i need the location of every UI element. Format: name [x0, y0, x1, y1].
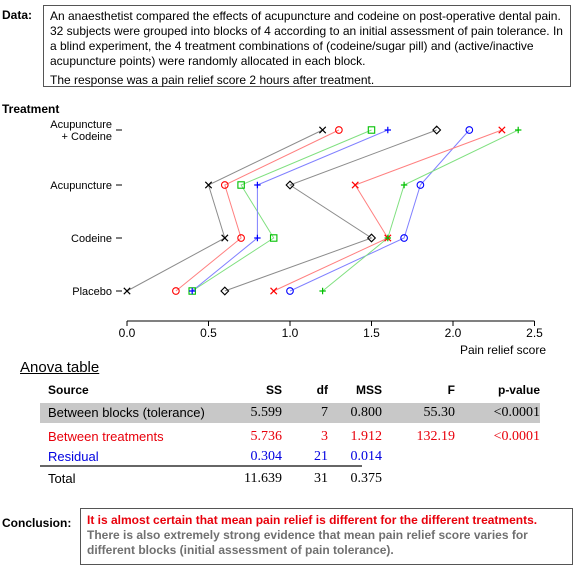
- data-point-circle: [286, 287, 294, 295]
- table-row-between-blocks: Between blocks (tolerance) 5.599 7 0.800…: [40, 403, 540, 423]
- data-description-box: An anaesthetist compared the effects of …: [43, 5, 571, 87]
- data-point-circle: [416, 181, 425, 189]
- conclusion-main: It is almost certain that mean pain reli…: [87, 513, 538, 527]
- table-row-between-treatments: Between treatments 5.736 3 1.912 132.19 …: [40, 427, 540, 447]
- data-point-plus: [400, 181, 408, 189]
- header-mss: MSS: [355, 383, 382, 397]
- row-df: 3: [321, 429, 328, 444]
- data-point-diamond: [366, 233, 377, 243]
- row-f: 55.30: [423, 405, 456, 420]
- row-df: 31: [314, 471, 328, 486]
- y-axis-label: Treatment: [2, 102, 59, 116]
- data-point-x: [351, 181, 359, 189]
- x-tick-label: 0.5: [200, 326, 217, 340]
- category-label: Acupuncture + Codeine: [50, 119, 112, 143]
- x-tick-label: 1.5: [363, 326, 380, 340]
- data-point-circle: [172, 287, 180, 295]
- data-point-plus: [384, 234, 391, 242]
- data-point-x: [498, 126, 506, 134]
- conclusion-label: Conclusion:: [2, 516, 72, 530]
- series-line: [191, 129, 372, 292]
- data-point-x: [221, 234, 229, 242]
- header-f: F: [447, 383, 455, 397]
- category-label: Placebo: [72, 286, 112, 298]
- header-source: Source: [48, 383, 89, 397]
- data-point-x: [123, 287, 131, 295]
- row-p-value: <0.0001: [493, 429, 540, 444]
- data-point-plus: [515, 126, 522, 134]
- category-label: Codeine: [71, 233, 112, 245]
- series-line: [289, 129, 470, 292]
- row-df: 7: [321, 405, 328, 420]
- row-f: 132.19: [416, 429, 456, 444]
- data-point-circle: [335, 126, 343, 134]
- series-line: [322, 129, 519, 292]
- row-ss: 11.639: [244, 471, 282, 486]
- data-point-diamond: [220, 286, 230, 296]
- data-point-x: [204, 181, 213, 189]
- row-ss: 5.736: [250, 429, 283, 444]
- series-line: [175, 129, 340, 292]
- row-mss: 0.800: [350, 405, 383, 420]
- row-mss: 0.014: [350, 449, 383, 464]
- x-tick-label: 2.5: [526, 326, 543, 340]
- header-ss: SS: [265, 383, 282, 397]
- data-point-circle: [465, 126, 474, 134]
- data-point-square: [269, 234, 278, 242]
- data-point-diamond: [285, 180, 295, 190]
- series-line: [273, 129, 503, 292]
- row-source: Between treatments: [48, 429, 164, 444]
- data-point-plus: [254, 234, 261, 242]
- row-mss: 1.912: [350, 429, 383, 444]
- data-response-text: The response was a pain relief score 2 h…: [50, 73, 375, 87]
- category-label: Acupuncture: [50, 180, 112, 192]
- table-row-total: Total 11.639 31 0.375: [40, 469, 540, 489]
- row-mss: 0.375: [350, 471, 383, 486]
- data-point-x: [318, 126, 327, 134]
- anova-title: Anova table: [20, 359, 100, 376]
- data-point-circle: [400, 234, 408, 242]
- x-tick-label: 0.0: [119, 326, 136, 340]
- row-source: Total: [48, 471, 76, 486]
- series-line: [191, 129, 388, 292]
- series-line: [224, 129, 437, 292]
- data-point-circle: [237, 234, 245, 242]
- row-df: 21: [314, 449, 328, 464]
- row-source: Residual: [48, 449, 99, 464]
- data-point-x: [270, 287, 278, 295]
- conclusion-box: It is almost certain that mean pain reli…: [80, 508, 573, 565]
- header-df: df: [316, 383, 328, 397]
- x-tick-label: 2.0: [445, 326, 462, 340]
- data-point-circle: [220, 181, 229, 189]
- data-point-diamond: [432, 125, 442, 135]
- data-point-plus: [189, 287, 196, 295]
- pain-relief-dot-plot: Treatment Acupuncture + Codeine Acupunctur…: [2, 102, 546, 357]
- data-label: Data:: [2, 8, 33, 22]
- row-ss: 5.599: [250, 405, 283, 420]
- anova-header-row: Source SS df MSS F p-value: [40, 381, 540, 401]
- data-point-plus: [384, 126, 391, 134]
- table-row-residual: Residual 0.304 21 0.014: [40, 447, 540, 467]
- data-point-plus: [254, 181, 261, 189]
- x-tick-label: 1.0: [282, 326, 299, 340]
- row-ss: 0.304: [250, 449, 283, 464]
- row-p-value: <0.0001: [493, 405, 540, 420]
- series-line: [126, 129, 323, 292]
- data-description-text: An anaesthetist compared the effects of …: [50, 9, 563, 68]
- data-point-square: [367, 126, 376, 134]
- x-axis-label: Pain relief score: [460, 343, 546, 357]
- data-point-square: [237, 181, 245, 189]
- data-point-plus: [319, 287, 326, 295]
- header-p-value: p-value: [497, 383, 540, 397]
- row-source: Between blocks (tolerance): [48, 405, 205, 420]
- conclusion-secondary: There is also extremely strong evidence …: [87, 528, 528, 557]
- total-divider: [40, 465, 362, 467]
